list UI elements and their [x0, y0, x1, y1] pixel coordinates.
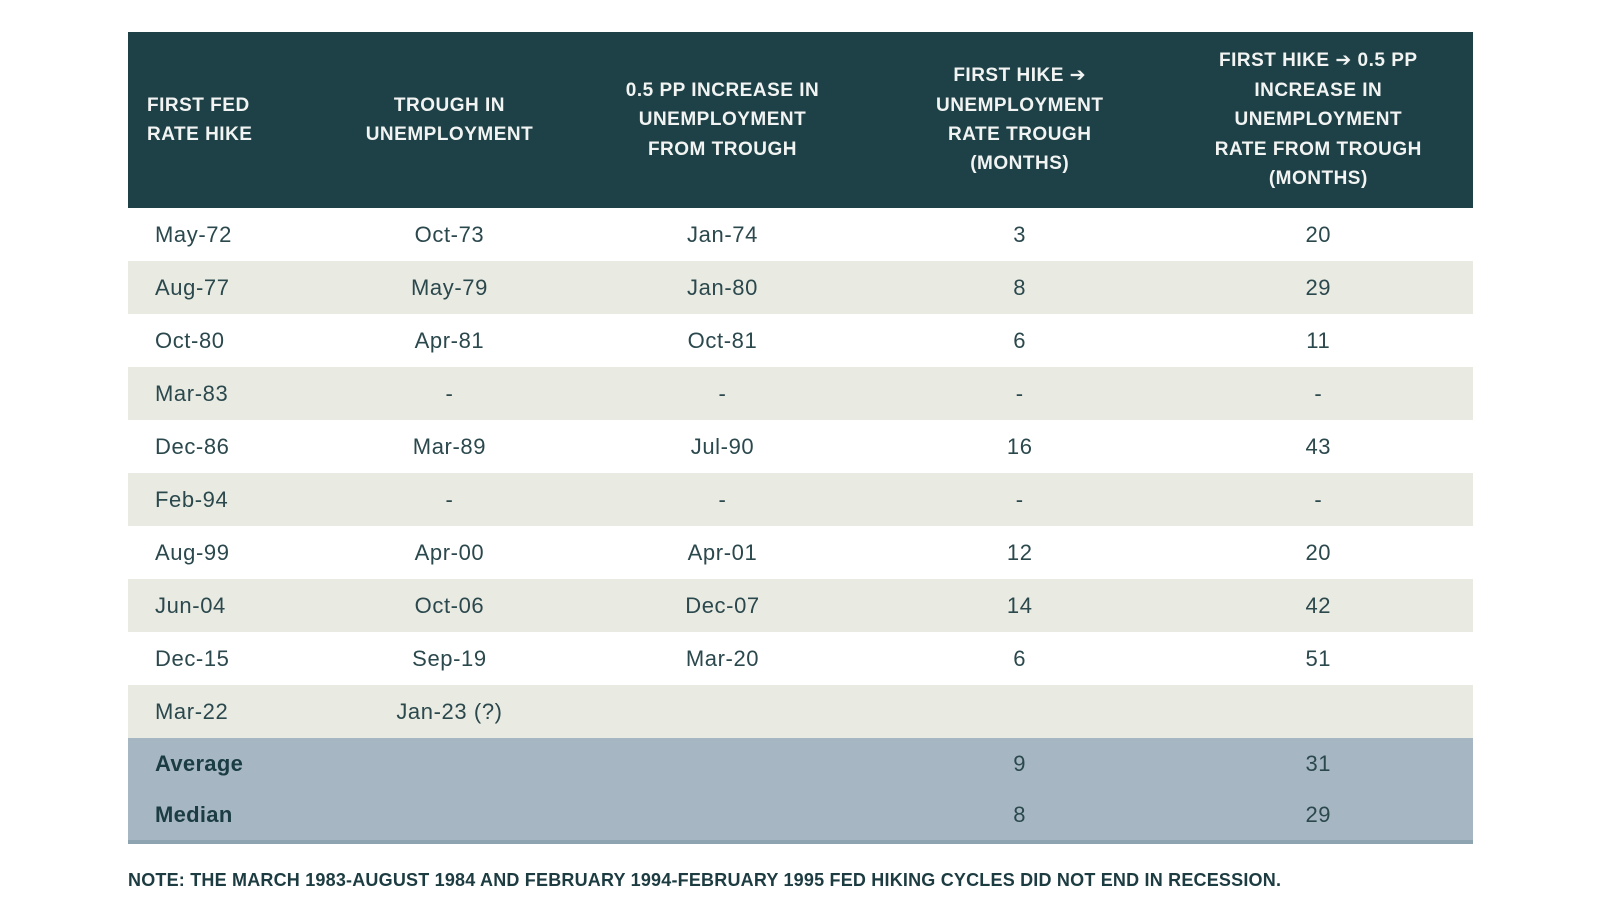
- cell-first-fed-rate-hike: Aug-77: [155, 274, 230, 300]
- cell-months-first-hike-to-0-5pp-increase: 11: [1306, 327, 1331, 353]
- cell-unemployment-increase-0-5pp: -: [718, 486, 727, 512]
- table-row: Aug-99 Apr-00 Apr-01 12 20: [128, 526, 1473, 579]
- cell-first-fed-rate-hike: Mar-83: [155, 380, 229, 406]
- cell-months-first-hike-to-trough: 6: [1013, 645, 1027, 671]
- cell-unemployment-increase-0-5pp: Dec-07: [685, 592, 760, 618]
- cell-first-fed-rate-hike: Feb-94: [155, 486, 229, 512]
- cell-months-first-hike-to-trough: [876, 685, 1164, 738]
- cell-first-fed-rate-hike: Jun-04: [155, 592, 226, 618]
- cell-first-fed-rate-hike: Dec-15: [155, 645, 230, 671]
- cell-trough-in-unemployment: Sep-19: [412, 645, 487, 671]
- table-footnote: NOTE: THE MARCH 1983-AUGUST 1984 AND FEB…: [128, 870, 1282, 890]
- table-row: May-72 Oct-73 Jan-74 3 20: [128, 208, 1473, 261]
- cell-months-first-hike-to-0-5pp-increase: 43: [1305, 433, 1332, 459]
- cell-trough-in-unemployment: Apr-81: [414, 327, 485, 353]
- cell-unemployment-increase-0-5pp: Jan-74: [687, 221, 758, 247]
- cell-unemployment-increase-0-5pp: Jan-80: [687, 274, 758, 300]
- column-header-first-fed-rate-hike: FIRST FED RATE HIKE: [147, 94, 253, 145]
- cell-months-first-hike-to-trough: 14: [1006, 592, 1033, 618]
- cell-unemployment-increase-0-5pp: Apr-01: [687, 539, 758, 565]
- cell-trough-in-unemployment: -: [445, 380, 454, 406]
- column-header-months-first-hike-to-0-5pp-increase: FIRST HIKE ➔ 0.5 PP INCREASE IN UNEMPLOY…: [1214, 50, 1422, 190]
- cell-trough-in-unemployment: -: [445, 486, 454, 512]
- cell-unemployment-increase-0-5pp: [569, 738, 876, 789]
- cell-first-fed-rate-hike: Average: [155, 750, 244, 776]
- cell-months-first-hike-to-trough: 9: [1013, 750, 1027, 776]
- cell-trough-in-unemployment: Jan-23 (?): [396, 698, 503, 724]
- cell-months-first-hike-to-0-5pp-increase: 29: [1305, 801, 1332, 827]
- cell-unemployment-increase-0-5pp: [569, 789, 876, 840]
- table-row: Dec-86 Mar-89 Jul-90 16 43: [128, 420, 1473, 473]
- cell-trough-in-unemployment: [330, 789, 569, 840]
- summary-row: Average 9 31: [128, 738, 1473, 789]
- table-row: Dec-15 Sep-19 Mar-20 6 51: [128, 632, 1473, 685]
- cell-trough-in-unemployment: Mar-89: [412, 433, 487, 459]
- cell-trough-in-unemployment: Oct-06: [414, 592, 485, 618]
- cell-months-first-hike-to-trough: 3: [1013, 221, 1027, 247]
- cell-unemployment-increase-0-5pp: -: [718, 380, 727, 406]
- cell-months-first-hike-to-0-5pp-increase: 20: [1305, 539, 1332, 565]
- cell-first-fed-rate-hike: Oct-80: [155, 327, 225, 353]
- fed-rate-hike-table: FIRST FED RATE HIKE TROUGH IN UNEMPLOYMEN…: [128, 32, 1473, 844]
- cell-months-first-hike-to-trough: -: [1015, 380, 1024, 406]
- summary-row: Median 8 29: [128, 789, 1473, 840]
- table-row: Aug-77 May-79 Jan-80 8 29: [128, 261, 1473, 314]
- cell-first-fed-rate-hike: Mar-22: [155, 698, 229, 724]
- column-header-months-first-hike-to-trough: FIRST HIKE ➔ UNEMPLOYMENT RATE TROUGH (M…: [935, 65, 1104, 175]
- table-row: Feb-94 - - - -: [128, 473, 1473, 526]
- cell-trough-in-unemployment: May-79: [410, 274, 488, 300]
- cell-first-fed-rate-hike: Aug-99: [155, 539, 230, 565]
- cell-months-first-hike-to-0-5pp-increase: -: [1314, 380, 1323, 406]
- table-row: Oct-80 Apr-81 Oct-81 6 11: [128, 314, 1473, 367]
- table-body: May-72 Oct-73 Jan-74 3 20 Aug-77 May-79 Jan-80 8…: [128, 208, 1473, 738]
- cell-unemployment-increase-0-5pp: [569, 685, 876, 738]
- cell-unemployment-increase-0-5pp: Mar-20: [685, 645, 760, 671]
- cell-months-first-hike-to-0-5pp-increase: 20: [1305, 221, 1332, 247]
- cell-months-first-hike-to-0-5pp-increase: 42: [1305, 592, 1332, 618]
- cell-first-fed-rate-hike: Dec-86: [155, 433, 230, 459]
- table-row: Mar-22 Jan-23 (?): [128, 685, 1473, 738]
- cell-trough-in-unemployment: [330, 738, 569, 789]
- table-row: Mar-83 - - - -: [128, 367, 1473, 420]
- table-row: Jun-04 Oct-06 Dec-07 14 42: [128, 579, 1473, 632]
- cell-months-first-hike-to-trough: 6: [1013, 327, 1027, 353]
- column-header-unemployment-increase-0-5pp: 0.5 PP INCREASE IN UNEMPLOYMENT FROM TRO…: [625, 79, 820, 160]
- cell-first-fed-rate-hike: May-72: [155, 221, 232, 247]
- table-header-row: FIRST FED RATE HIKE TROUGH IN UNEMPLOYMEN…: [128, 32, 1473, 208]
- table-summary: Average 9 31 Median 8 29: [128, 738, 1473, 844]
- cell-unemployment-increase-0-5pp: Oct-81: [687, 327, 758, 353]
- column-header-trough-in-unemployment: TROUGH IN UNEMPLOYMENT: [365, 94, 534, 145]
- cell-trough-in-unemployment: Oct-73: [414, 221, 485, 247]
- cell-months-first-hike-to-trough: -: [1015, 486, 1024, 512]
- cell-first-fed-rate-hike: Median: [155, 801, 233, 827]
- cell-months-first-hike-to-trough: 8: [1013, 274, 1027, 300]
- cell-months-first-hike-to-trough: 8: [1013, 801, 1027, 827]
- cell-months-first-hike-to-0-5pp-increase: -: [1314, 486, 1323, 512]
- cell-months-first-hike-to-0-5pp-increase: [1164, 685, 1473, 738]
- cell-months-first-hike-to-trough: 12: [1006, 539, 1033, 565]
- cell-months-first-hike-to-trough: 16: [1006, 433, 1033, 459]
- cell-months-first-hike-to-0-5pp-increase: 31: [1305, 750, 1332, 776]
- cell-unemployment-increase-0-5pp: Jul-90: [690, 433, 755, 459]
- cell-trough-in-unemployment: Apr-00: [414, 539, 485, 565]
- cell-months-first-hike-to-0-5pp-increase: 51: [1305, 645, 1332, 671]
- cell-months-first-hike-to-0-5pp-increase: 29: [1305, 274, 1332, 300]
